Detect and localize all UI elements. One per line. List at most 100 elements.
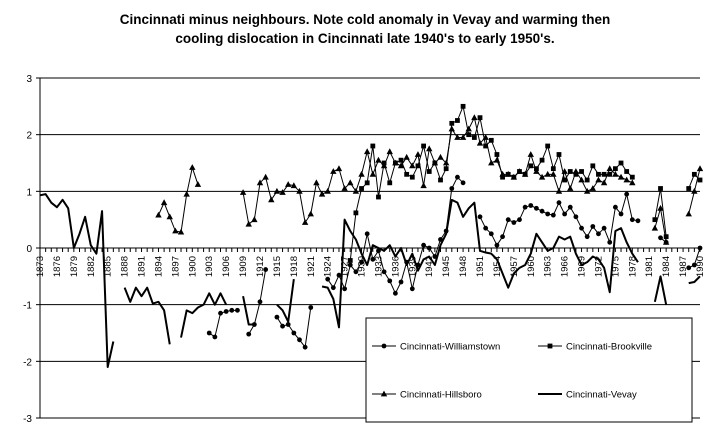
y-tick-label: 2 bbox=[26, 131, 32, 142]
x-tick-label: 1879 bbox=[69, 256, 80, 277]
data-point-cincinnati-williamstown bbox=[607, 239, 613, 245]
data-point-cincinnati-brookville bbox=[663, 234, 669, 240]
data-point-cincinnati-hillsboro bbox=[510, 173, 518, 180]
data-point-cincinnati-williamstown bbox=[573, 214, 579, 220]
data-point-cincinnati-hillsboro bbox=[160, 199, 168, 206]
data-point-cincinnati-brookville bbox=[629, 174, 635, 180]
data-point-cincinnati-brookville bbox=[449, 120, 455, 126]
chart-title-line-1: Cincinnati minus neighbours. Note cold a… bbox=[119, 12, 611, 27]
data-point-cincinnati-hillsboro bbox=[555, 187, 563, 194]
data-point-cincinnati-williamstown bbox=[409, 286, 415, 292]
x-tick-label: 1987 bbox=[678, 256, 689, 277]
x-tick-label: 1960 bbox=[526, 256, 537, 277]
x-tick-label: 1948 bbox=[458, 256, 469, 277]
data-point-cincinnati-brookville bbox=[545, 143, 551, 149]
data-point-cincinnati-williamstown bbox=[483, 225, 489, 231]
x-tick-label: 1873 bbox=[35, 256, 46, 277]
data-point-cincinnati-williamstown bbox=[206, 330, 212, 336]
x-tick-label: 1945 bbox=[441, 256, 452, 277]
data-point-cincinnati-brookville bbox=[376, 194, 381, 200]
data-point-cincinnati-hillsboro bbox=[397, 162, 405, 169]
data-point-cincinnati-brookville bbox=[347, 258, 353, 263]
data-point-cincinnati-hillsboro bbox=[403, 153, 410, 160]
x-tick-label: 1972 bbox=[593, 256, 604, 277]
data-point-cincinnati-hillsboro bbox=[465, 125, 472, 132]
data-point-cincinnati-williamstown bbox=[325, 276, 331, 282]
data-point-cincinnati-williamstown bbox=[426, 245, 432, 251]
data-point-cincinnati-williamstown bbox=[398, 279, 404, 285]
data-point-cincinnati-hillsboro bbox=[651, 224, 659, 231]
data-point-cincinnati-hillsboro bbox=[347, 179, 354, 186]
data-point-cincinnati-hillsboro bbox=[691, 187, 698, 194]
data-point-cincinnati-williamstown bbox=[691, 262, 697, 268]
data-point-cincinnati-brookville bbox=[370, 143, 376, 149]
data-point-cincinnati-hillsboro bbox=[290, 182, 298, 189]
data-point-cincinnati-brookville bbox=[353, 210, 359, 216]
data-point-cincinnati-hillsboro bbox=[567, 185, 574, 191]
data-point-cincinnati-hillsboro bbox=[685, 210, 692, 217]
x-tick-label: 1900 bbox=[187, 256, 198, 277]
data-point-cincinnati-brookville bbox=[364, 180, 370, 186]
data-point-cincinnati-williamstown bbox=[567, 204, 573, 210]
legend-swatch-marker bbox=[380, 390, 388, 397]
data-point-cincinnati-hillsboro bbox=[183, 190, 190, 197]
data-point-cincinnati-hillsboro bbox=[499, 170, 506, 177]
data-point-cincinnati-brookville bbox=[426, 169, 432, 174]
x-tick-label: 1957 bbox=[509, 256, 520, 277]
data-point-cincinnati-brookville bbox=[658, 186, 663, 191]
data-point-cincinnati-brookville bbox=[624, 169, 630, 174]
x-tick-label: 1918 bbox=[289, 256, 300, 277]
legend-label: Cincinnati-Vevay bbox=[566, 390, 637, 401]
data-point-cincinnati-brookville bbox=[556, 152, 562, 157]
x-tick-label: 1909 bbox=[238, 256, 249, 277]
data-point-cincinnati-williamstown bbox=[308, 305, 314, 310]
data-point-cincinnati-brookville bbox=[601, 171, 607, 177]
data-point-cincinnati-hillsboro bbox=[437, 153, 444, 160]
data-point-cincinnati-williamstown bbox=[455, 174, 460, 180]
data-point-cincinnati-williamstown bbox=[579, 225, 584, 231]
data-point-cincinnati-williamstown bbox=[562, 211, 568, 217]
data-point-cincinnati-hillsboro bbox=[392, 159, 399, 166]
series-cincinnati-vevay bbox=[39, 193, 701, 368]
data-point-cincinnati-hillsboro bbox=[386, 148, 393, 155]
data-point-cincinnati-hillsboro bbox=[476, 139, 484, 146]
data-point-cincinnati-hillsboro bbox=[177, 228, 185, 235]
data-point-cincinnati-williamstown bbox=[370, 256, 376, 262]
series-line-cincinnati-vevay bbox=[180, 292, 228, 338]
chart-title-line-2: cooling dislocation in Cincinnati late 1… bbox=[175, 31, 555, 46]
data-point-cincinnati-williamstown bbox=[511, 220, 517, 225]
x-tick-label: 1924 bbox=[323, 256, 334, 277]
data-point-cincinnati-hillsboro bbox=[442, 159, 450, 166]
data-point-cincinnati-williamstown bbox=[590, 224, 596, 229]
y-tick-label: 0 bbox=[26, 244, 32, 255]
series-line-cincinnati-vevay bbox=[688, 275, 701, 285]
x-tick-label: 1882 bbox=[86, 256, 97, 277]
data-point-cincinnati-williamstown bbox=[658, 235, 663, 241]
data-point-cincinnati-hillsboro bbox=[538, 173, 546, 180]
data-point-cincinnati-hillsboro bbox=[313, 179, 320, 186]
data-point-cincinnati-hillsboro bbox=[696, 165, 703, 172]
data-point-cincinnati-williamstown bbox=[584, 234, 590, 240]
data-point-cincinnati-williamstown bbox=[263, 267, 269, 272]
data-point-cincinnati-hillsboro bbox=[380, 162, 388, 169]
data-point-cincinnati-williamstown bbox=[460, 180, 466, 186]
data-point-cincinnati-brookville bbox=[596, 171, 601, 177]
data-point-cincinnati-hillsboro bbox=[251, 216, 258, 223]
data-point-cincinnati-hillsboro bbox=[662, 238, 670, 245]
series-line-cincinnati-vevay bbox=[39, 193, 115, 368]
data-point-cincinnati-brookville bbox=[471, 135, 477, 140]
x-tick-label: 1954 bbox=[492, 256, 503, 277]
data-point-cincinnati-williamstown bbox=[257, 299, 263, 305]
data-point-cincinnati-hillsboro bbox=[194, 181, 202, 187]
data-point-cincinnati-williamstown bbox=[381, 269, 387, 275]
legend-label: Cincinnati-Hillsboro bbox=[400, 390, 482, 401]
data-point-cincinnati-hillsboro bbox=[155, 211, 162, 218]
data-point-cincinnati-williamstown bbox=[285, 322, 291, 327]
data-point-cincinnati-williamstown bbox=[612, 204, 618, 210]
data-point-cincinnati-hillsboro bbox=[330, 168, 337, 174]
x-tick-label: 1978 bbox=[627, 256, 638, 277]
x-tick-label: 1975 bbox=[610, 256, 621, 277]
data-point-cincinnati-hillsboro bbox=[369, 170, 377, 177]
series-line-cincinnati-vevay bbox=[276, 279, 295, 323]
data-point-cincinnati-brookville bbox=[612, 166, 618, 172]
